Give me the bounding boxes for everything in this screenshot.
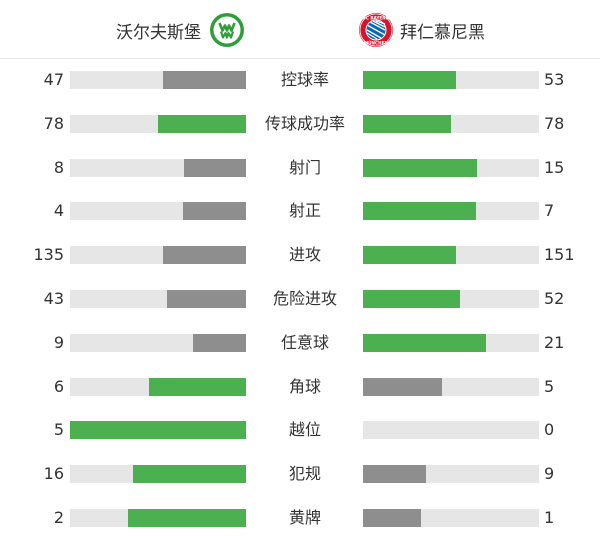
stat-row: 8 射门 15 [0,153,600,183]
away-stat-bar [363,378,442,396]
away-stat-bar-track [363,334,539,352]
home-stat-bar [163,246,246,264]
stat-label: 角球 [288,377,321,396]
stat-label: 射正 [288,201,321,220]
away-team: FC BAYERN MÜNCHEN 拜仁慕尼黑 [358,10,485,50]
home-stat-bar-track [70,159,246,177]
stat-label: 传球成功率 [264,114,345,133]
stat-label: 射门 [288,158,321,177]
home-stat-bar-track [70,290,246,308]
stat-label: 犯规 [288,464,321,483]
home-stat-bar [193,334,246,352]
home-stat-bar-track [70,378,246,396]
home-stat-bar [183,202,246,220]
home-stat-bar-track [70,202,246,220]
away-stat-bar [363,465,426,483]
home-stat-value: 78 [43,114,64,133]
away-stat-bar-track [363,159,539,177]
stat-row: 135 进攻 151 [0,240,600,270]
away-stat-bar-track [363,246,539,264]
away-stat-bar-track [363,509,539,527]
home-stat-bar [163,71,246,89]
stat-row: 9 任意球 21 [0,328,600,358]
away-stat-value: 9 [544,464,555,483]
away-stat-value: 78 [544,114,565,133]
away-stat-bar [363,159,477,177]
away-stat-bar [363,509,421,527]
stat-row: 6 角球 5 [0,372,600,402]
header-divider [0,58,600,59]
home-stat-value: 5 [53,420,64,439]
away-stat-bar-track [363,71,539,89]
away-stat-value: 1 [544,508,555,527]
away-stat-value: 53 [544,70,565,89]
home-stat-bar-track [70,509,246,527]
away-stat-bar-track [363,290,539,308]
home-stat-bar-track [70,334,246,352]
home-stat-bar [128,509,246,527]
home-stat-value: 8 [53,158,64,177]
stat-label: 控球率 [280,70,329,89]
home-stat-bar [133,465,246,483]
away-stat-bar [363,290,460,308]
away-stat-value: 21 [544,333,565,352]
stat-row: 4 射正 7 [0,196,600,226]
stat-row: 16 犯规 9 [0,459,600,489]
match-header: 沃尔夫斯堡 FC BAYERN MÜNCHEN 拜仁慕尼黑 [0,0,600,62]
home-stat-value: 4 [53,201,64,220]
away-stat-bar-track [363,465,539,483]
home-stat-value: 16 [43,464,64,483]
away-stat-bar [363,202,476,220]
home-stat-bar-track [70,115,246,133]
home-stat-bar [158,115,246,133]
home-stat-bar-track [70,71,246,89]
away-stat-value: 5 [544,377,555,396]
home-stat-bar [184,159,246,177]
stat-label: 任意球 [280,333,329,352]
stat-label: 进攻 [288,245,321,264]
home-stat-value: 47 [43,70,64,89]
stat-row: 5 越位 0 [0,415,600,445]
home-stat-bar-track [70,246,246,264]
stat-label: 越位 [288,420,321,439]
stat-row: 43 危险进攻 52 [0,284,600,314]
stat-row: 78 传球成功率 78 [0,109,600,139]
away-stat-value: 7 [544,201,555,220]
bayern-logo-text-bottom: MÜNCHEN [364,41,389,46]
away-stat-bar-track [363,378,539,396]
away-stat-bar [363,115,451,133]
home-stat-value: 135 [33,245,64,264]
away-stat-value: 0 [544,420,555,439]
away-team-name: 拜仁慕尼黑 [400,22,485,43]
home-stat-value: 2 [53,508,64,527]
away-stat-bar-track [363,115,539,133]
stat-label: 黄牌 [288,508,321,527]
stat-label: 危险进攻 [272,289,337,308]
home-stat-bar-track [70,465,246,483]
home-stat-value: 6 [53,377,64,396]
away-stat-value: 151 [544,245,575,264]
away-stat-bar [363,334,486,352]
home-stat-value: 9 [53,333,64,352]
home-team: 沃尔夫斯堡 [116,10,245,50]
home-stat-bar [70,421,246,439]
fc-bayern-munchen-logo-icon: FC BAYERN MÜNCHEN [359,13,393,47]
vfl-wolfsburg-logo-icon [210,13,244,47]
away-stat-bar-track [363,421,539,439]
away-stat-bar [363,71,456,89]
away-stat-bar [363,246,456,264]
stat-row: 47 控球率 53 [0,65,600,95]
home-team-name: 沃尔夫斯堡 [116,22,201,43]
home-stat-bar [149,378,246,396]
home-stat-value: 43 [43,289,64,308]
away-stat-bar-track [363,202,539,220]
stat-row: 2 黄牌 1 [0,503,600,533]
home-stat-bar-track [70,421,246,439]
away-stat-value: 52 [544,289,565,308]
home-stat-bar [167,290,246,308]
bayern-logo-text-top: FC BAYERN [363,16,390,21]
away-stat-value: 15 [544,158,565,177]
